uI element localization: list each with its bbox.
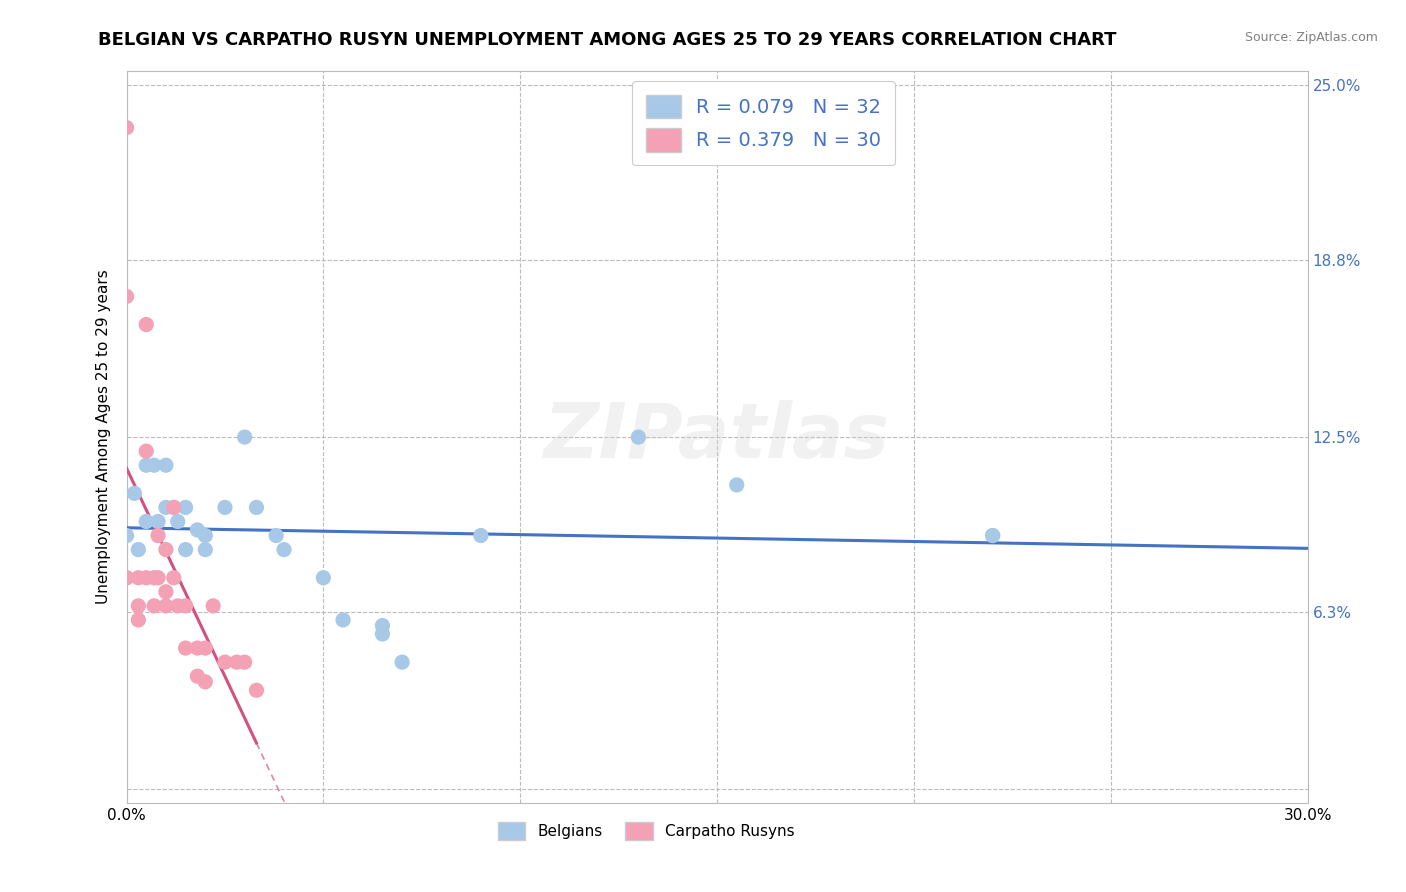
Point (135, 444, 157, 458)
Point (245, 500, 267, 515)
Point (194, 542, 217, 557)
Point (124, 486, 146, 500)
Text: BELGIAN VS CARPATHO RUSYN UNEMPLOYMENT AMONG AGES 25 TO 29 YEARS CORRELATION CHA: BELGIAN VS CARPATHO RUSYN UNEMPLOYMENT A… (98, 31, 1116, 49)
Point (146, 571, 169, 585)
Point (981, 528, 1004, 542)
Point (233, 430, 256, 444)
Point (186, 641, 208, 656)
Point (312, 571, 335, 585)
Point (202, 599, 225, 613)
Point (163, 500, 186, 515)
Point (143, 571, 166, 585)
Point (155, 458, 177, 473)
Point (166, 599, 188, 613)
Point (273, 542, 295, 557)
Point (155, 500, 177, 515)
Point (127, 571, 149, 585)
Legend: Belgians, Carpatho Rusyns: Belgians, Carpatho Rusyns (492, 815, 801, 847)
Point (163, 500, 186, 515)
Point (127, 613, 149, 627)
Text: ZIPatlas: ZIPatlas (544, 401, 890, 474)
Point (725, 478, 748, 492)
Point (155, 584, 177, 599)
Point (214, 500, 236, 515)
Point (470, 528, 492, 542)
Point (143, 458, 166, 473)
Point (174, 500, 197, 515)
Point (225, 655, 247, 669)
Point (233, 655, 256, 669)
Point (127, 599, 149, 613)
Point (332, 613, 354, 627)
Point (245, 683, 267, 698)
Point (194, 674, 217, 689)
Point (627, 430, 650, 444)
Point (174, 542, 197, 557)
Y-axis label: Unemployment Among Ages 25 to 29 years: Unemployment Among Ages 25 to 29 years (96, 269, 111, 605)
Point (264, 528, 287, 542)
Point (155, 542, 177, 557)
Point (115, 120, 138, 135)
Point (146, 528, 169, 542)
Point (115, 289, 138, 303)
Point (371, 618, 394, 632)
Point (115, 571, 138, 585)
Point (371, 627, 394, 641)
Point (981, 528, 1004, 542)
Point (166, 515, 188, 529)
Point (115, 528, 138, 542)
Point (155, 599, 177, 613)
Point (194, 528, 217, 542)
Point (146, 515, 169, 529)
Point (163, 571, 186, 585)
Point (135, 571, 157, 585)
Point (174, 641, 197, 656)
Point (115, 571, 138, 585)
Point (186, 669, 208, 683)
Point (391, 655, 413, 669)
Point (135, 515, 157, 529)
Point (186, 523, 208, 537)
Point (214, 655, 236, 669)
Point (135, 458, 157, 473)
Point (194, 641, 217, 656)
Point (127, 542, 149, 557)
Point (174, 599, 197, 613)
Point (135, 318, 157, 332)
Point (143, 599, 166, 613)
Text: Source: ZipAtlas.com: Source: ZipAtlas.com (1244, 31, 1378, 45)
